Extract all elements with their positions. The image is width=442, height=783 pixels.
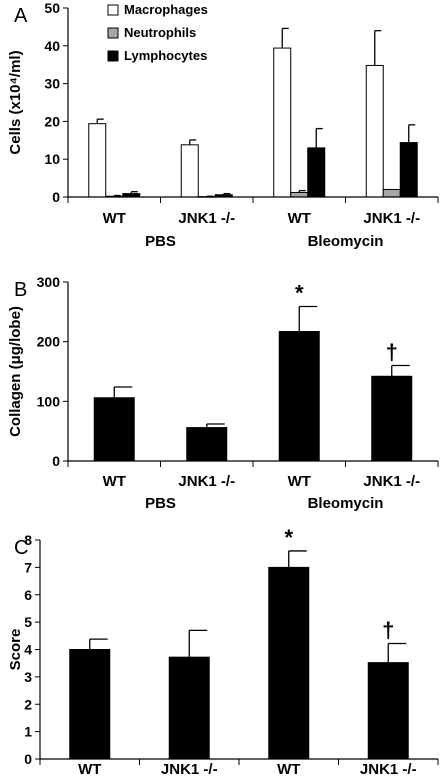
y-tick-label: 1 <box>24 724 32 740</box>
legend-label: Lymphocytes <box>124 48 207 63</box>
x-category-label: JNK1 -/- <box>360 761 417 778</box>
x-category-label: WT <box>103 473 126 490</box>
y-tick-label: 0 <box>52 189 60 205</box>
x-group-label: Bleomycin <box>308 233 384 250</box>
chart-panel-c: C Score 0 1 2 3 4 5 6 7 8 WT JNK1 -/- WT * JNK1 -/- † PBS… <box>7 525 439 783</box>
x-category-label: JNK1 -/- <box>178 473 235 490</box>
x-category-label: JNK1 -/- <box>363 210 420 227</box>
y-tick-label: 0 <box>52 453 60 469</box>
chart-panel-b: B Collagen (μg/lobe) 0 100 200 300 WT JNK1 -/- W… <box>7 274 439 512</box>
legend-label: Macrophages <box>124 2 208 17</box>
panel-letter: C <box>14 537 28 559</box>
x-category-label: WT <box>78 761 101 778</box>
y-axis-label: Cells (x10⁴/ml) <box>7 50 24 154</box>
y-tick-label: 50 <box>44 0 60 16</box>
bar <box>307 147 326 198</box>
bar <box>278 331 320 462</box>
y-tick-label: 5 <box>24 614 32 630</box>
x-category-label: WT <box>288 210 311 227</box>
significance-marker: † <box>386 340 398 365</box>
y-tick-label: 200 <box>37 334 61 350</box>
significance-marker: * <box>295 280 304 305</box>
y-tick-label: 3 <box>24 669 32 685</box>
bar <box>93 397 135 462</box>
x-group-label: Bleomycin <box>301 781 377 783</box>
panel-letter: A <box>14 5 28 27</box>
legend-swatch <box>107 50 119 62</box>
legend-swatch <box>107 4 119 16</box>
bar <box>88 123 107 198</box>
x-category-label: WT <box>288 473 311 490</box>
bar <box>365 64 384 198</box>
y-axis-label: Collagen (μg/lobe) <box>7 306 24 437</box>
bar <box>180 144 199 198</box>
x-group-label: PBS <box>145 495 176 512</box>
bar <box>399 142 418 198</box>
bar <box>186 427 228 462</box>
y-tick-label: 30 <box>44 76 60 92</box>
bar <box>382 188 401 198</box>
panel-letter: B <box>14 279 27 301</box>
y-tick-label: 8 <box>24 532 32 548</box>
x-category-label: WT <box>277 761 300 778</box>
significance-marker: * <box>284 525 293 550</box>
legend-label: Neutrophils <box>124 25 196 40</box>
x-category-label: JNK1 -/- <box>161 761 218 778</box>
y-tick-label: 40 <box>44 38 60 54</box>
y-tick-label: 300 <box>37 274 61 290</box>
bar <box>367 662 409 760</box>
x-group-label: Bleomycin <box>308 495 384 512</box>
x-category-label: WT <box>103 210 126 227</box>
y-tick-label: 0 <box>24 751 32 767</box>
bar <box>290 191 309 198</box>
bar <box>371 375 413 462</box>
y-tick-label: 4 <box>24 642 32 658</box>
x-category-label: JNK1 -/- <box>363 473 420 490</box>
y-tick-label: 6 <box>24 587 32 603</box>
bar <box>268 566 310 760</box>
y-tick-label: 10 <box>44 151 60 167</box>
x-group-label: PBS <box>145 233 176 250</box>
y-tick-label: 7 <box>24 559 32 575</box>
bar <box>69 649 111 760</box>
legend-swatch <box>107 27 119 39</box>
y-tick-label: 100 <box>37 393 61 409</box>
y-tick-label: 2 <box>24 696 32 712</box>
chart-panel-a: A Cells (x10⁴/ml) 0 10 20 30 40 50 WT JNK1 -/- WT J… <box>7 0 439 250</box>
x-group-label: PBS <box>124 781 155 783</box>
y-axis-label: Score <box>7 629 24 671</box>
x-category-label: JNK1 -/- <box>178 210 235 227</box>
bar <box>273 47 292 198</box>
bar <box>168 656 210 760</box>
y-tick-label: 20 <box>44 113 60 129</box>
significance-marker: † <box>382 617 394 642</box>
